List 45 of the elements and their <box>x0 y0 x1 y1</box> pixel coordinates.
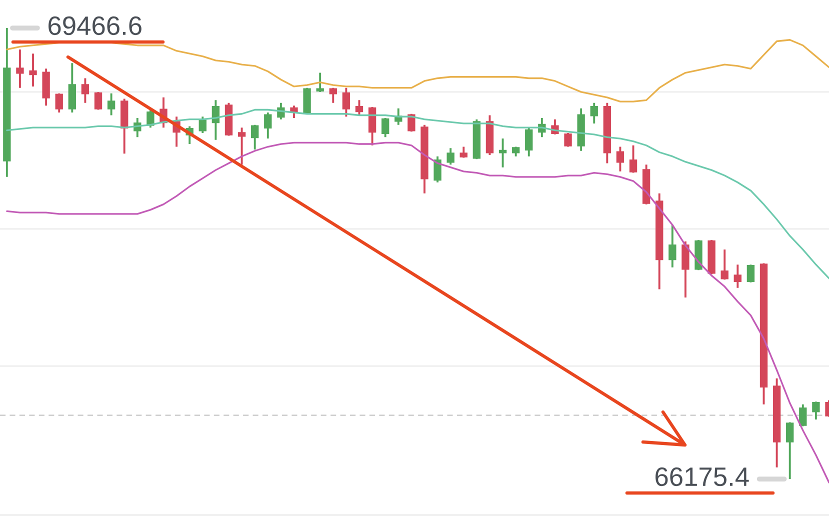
candlestick <box>656 192 664 290</box>
candlestick <box>198 116 206 134</box>
candlestick <box>460 146 468 159</box>
candlestick <box>498 138 507 168</box>
candlestick <box>212 99 220 141</box>
candlestick <box>303 86 311 115</box>
candlestick <box>29 52 37 88</box>
candlestick <box>772 377 781 468</box>
candlestick <box>107 92 116 116</box>
candlestick <box>251 124 259 150</box>
candlestick <box>512 146 520 158</box>
candlestick <box>720 248 728 281</box>
candlestick <box>668 224 676 268</box>
candlestick <box>734 264 742 289</box>
candlestick <box>446 147 454 166</box>
candlestick <box>342 86 350 118</box>
candlestick <box>616 146 624 172</box>
candlestick <box>629 144 638 174</box>
candlestick <box>786 421 794 480</box>
candlestick <box>564 132 572 148</box>
candlestick <box>682 240 690 298</box>
candlestick <box>525 126 533 158</box>
candlestick <box>290 104 298 119</box>
annotation: 69466.6 <box>48 16 142 36</box>
candlestick <box>381 117 390 138</box>
candlestick <box>316 72 324 93</box>
candlestick <box>3 27 11 178</box>
candlestick <box>577 107 585 152</box>
candlestick <box>238 126 246 166</box>
candlestick <box>590 102 598 124</box>
candlestick <box>355 99 364 116</box>
candlestick <box>55 92 63 114</box>
candlestick <box>16 48 24 89</box>
candlestick <box>81 77 90 104</box>
candlestick <box>264 112 272 140</box>
candlestick <box>708 238 716 276</box>
candlestick <box>68 62 76 114</box>
candlestick <box>746 264 755 284</box>
annotation: 66175.4 <box>656 467 749 486</box>
candlestick <box>120 98 128 155</box>
candlestick <box>812 400 820 420</box>
candlestick <box>42 68 50 107</box>
candlestick <box>329 86 337 104</box>
candlestick <box>420 124 428 194</box>
candlestick <box>394 107 402 126</box>
